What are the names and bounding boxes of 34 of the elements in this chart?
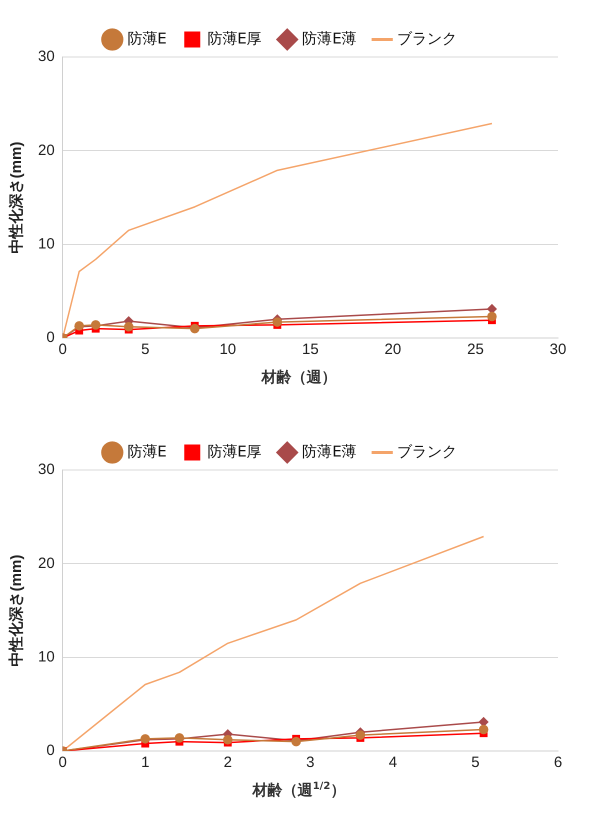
legend-label: 防薄E厚	[207, 29, 262, 48]
y-tick-label: 10	[38, 648, 55, 666]
x-tick-label: 5	[471, 754, 480, 772]
x-tick-label: 4	[388, 754, 398, 772]
legend-label: ブランク	[397, 29, 458, 48]
x-tick-label: 25	[467, 341, 484, 358]
legend-label: ブランク	[397, 442, 458, 460]
x-tick-label: 15	[302, 341, 319, 358]
x-tick-label: 30	[550, 341, 566, 358]
y-tick-label: 0	[46, 329, 55, 346]
x-axis-title: 材齢（週$^{1/2}$）	[251, 781, 346, 800]
x-tick-label: 20	[384, 341, 402, 358]
y-axis-title: 中性化深さ(mm)	[8, 142, 26, 254]
x-tick-label: 5	[141, 341, 150, 358]
x-tick-label: 10	[219, 341, 236, 358]
y-axis-title: 中性化深さ(mm)	[8, 554, 26, 666]
y-tick-label: 30	[38, 461, 55, 478]
legend-label: 防薄E薄	[302, 442, 357, 460]
x-tick-label: 2	[224, 754, 232, 772]
y-tick-label: 20	[38, 142, 55, 159]
legend-label: 防薄E厚	[207, 442, 262, 460]
x-tick-label: 0	[58, 341, 67, 358]
y-tick-label: 30	[38, 48, 55, 66]
legend-label: 防薄E	[127, 442, 167, 460]
legend-label: 防薄E薄	[302, 29, 357, 48]
x-axis-title: 材齢（週）	[260, 368, 338, 387]
x-tick-label: 3	[306, 754, 315, 772]
legend-label: 防薄E	[127, 29, 167, 48]
y-tick-label: 0	[46, 742, 55, 760]
x-tick-label: 0	[58, 754, 67, 772]
y-tick-label: 20	[38, 554, 55, 572]
x-tick-label: 1	[141, 754, 150, 772]
x-tick-label: 6	[554, 754, 562, 772]
y-tick-label: 10	[38, 235, 55, 252]
